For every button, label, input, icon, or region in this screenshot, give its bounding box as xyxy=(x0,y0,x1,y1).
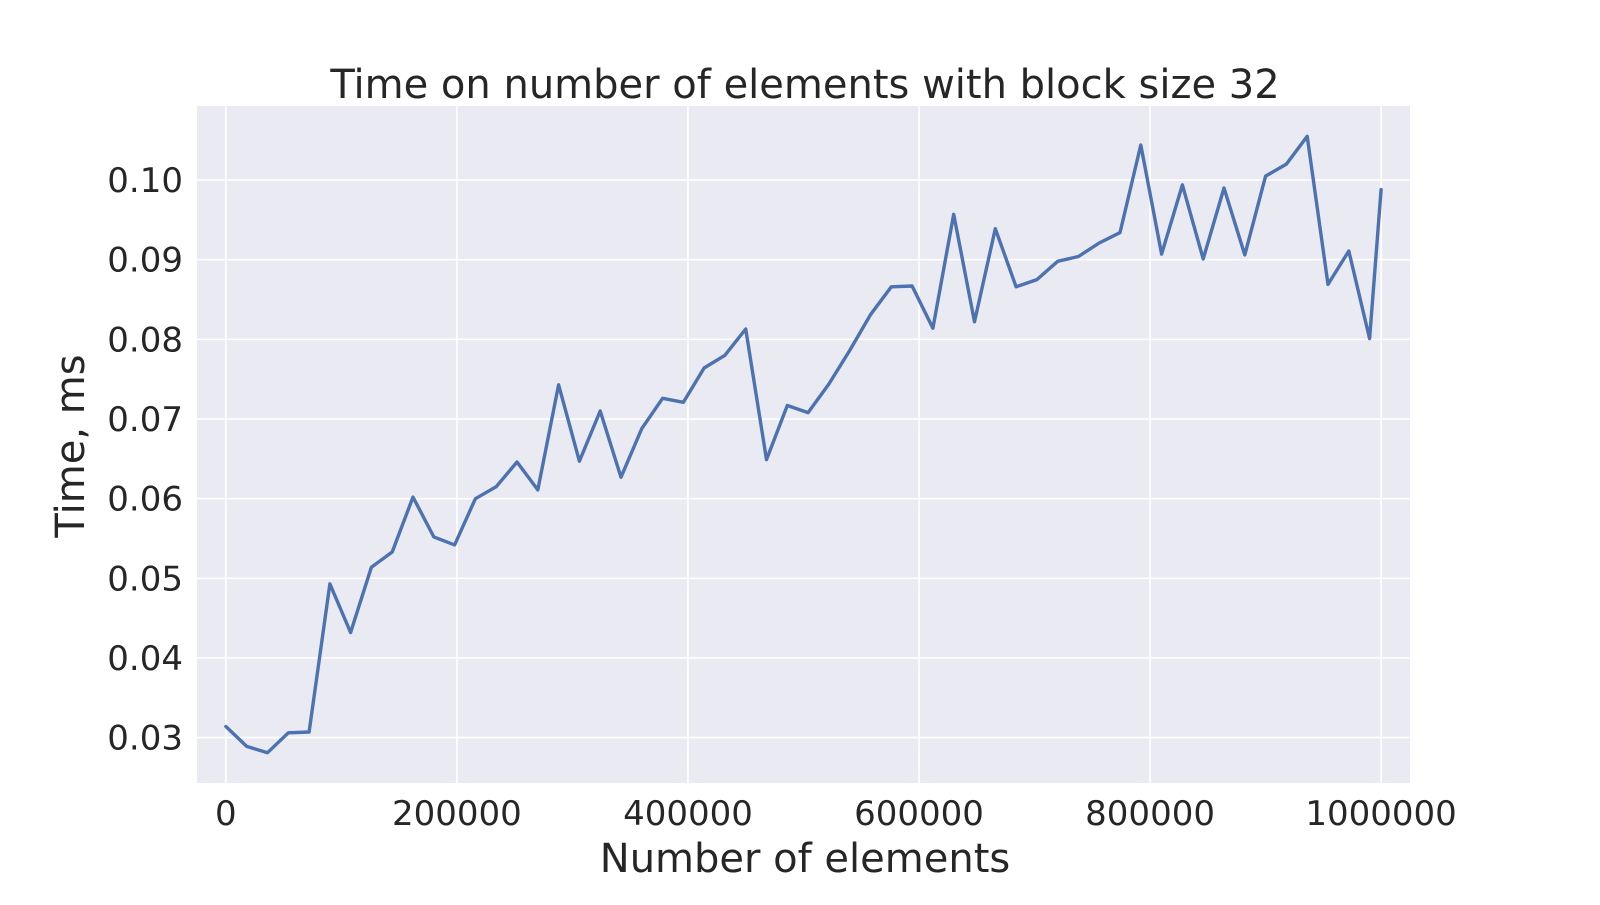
data-point xyxy=(370,565,373,569)
data-point xyxy=(1118,231,1122,234)
data-point xyxy=(1035,278,1039,281)
data-point xyxy=(1056,260,1059,263)
data-point xyxy=(952,213,955,216)
data-point xyxy=(827,382,831,386)
data-point xyxy=(349,631,352,634)
data-point xyxy=(266,751,269,754)
data-point xyxy=(765,458,768,461)
y-tick-label: 0.08 xyxy=(107,320,183,360)
data-point xyxy=(557,383,560,386)
data-point xyxy=(994,227,997,230)
x-axis-label: Number of elements xyxy=(600,836,1010,882)
data-point xyxy=(1264,174,1267,178)
data-point xyxy=(619,475,623,479)
data-point xyxy=(931,327,935,330)
x-tick-label: 400000 xyxy=(623,794,753,834)
data-point xyxy=(432,535,436,539)
data-point xyxy=(391,550,394,554)
chart-title: Time on number of elements with block si… xyxy=(329,62,1279,108)
data-point xyxy=(786,404,789,407)
data-point xyxy=(328,582,332,586)
data-point xyxy=(495,485,498,488)
data-point xyxy=(1368,337,1371,340)
data-point xyxy=(578,460,581,463)
data-point xyxy=(1014,285,1018,288)
data-point xyxy=(1160,252,1163,256)
y-tick-label: 0.03 xyxy=(107,719,183,759)
y-tick-label: 0.04 xyxy=(107,639,183,679)
data-point xyxy=(515,460,519,464)
data-point xyxy=(848,349,851,352)
plot-background xyxy=(197,106,1410,783)
data-point xyxy=(1305,135,1309,138)
data-point xyxy=(869,313,872,316)
data-point xyxy=(598,409,602,413)
y-tick-label: 0.06 xyxy=(107,480,183,520)
data-point xyxy=(224,725,228,728)
data-point xyxy=(1139,143,1143,147)
data-point xyxy=(910,284,914,288)
y-axis-label: Time, ms xyxy=(48,354,94,538)
data-point xyxy=(1326,283,1330,286)
x-tick-label: 0 xyxy=(215,794,237,834)
x-tick-label: 800000 xyxy=(1085,794,1215,834)
data-point xyxy=(1181,183,1184,187)
data-point xyxy=(536,488,539,492)
tick-layer: 0 200000 400000 600000 800000 1000000 0.03 0.04… xyxy=(107,161,1457,834)
x-tick-label: 200000 xyxy=(392,794,522,834)
data-point xyxy=(682,401,685,404)
data-point xyxy=(411,495,415,499)
y-tick-label: 0.07 xyxy=(107,400,183,440)
data-point xyxy=(453,543,456,547)
data-point xyxy=(1077,255,1080,258)
data-point xyxy=(723,354,727,357)
x-tick-label: 600000 xyxy=(854,794,984,834)
grid-layer xyxy=(197,106,1410,783)
data-point xyxy=(1243,253,1247,257)
data-point xyxy=(640,427,643,430)
data-point xyxy=(287,731,290,735)
y-tick-label: 0.05 xyxy=(107,559,183,599)
series-layer xyxy=(224,134,1383,755)
data-point xyxy=(890,285,893,288)
x-tick-label: 1000000 xyxy=(1305,794,1456,834)
y-tick-label: 0.09 xyxy=(107,241,183,281)
data-point xyxy=(1379,188,1383,191)
y-tick-label: 0.10 xyxy=(107,161,183,201)
data-point xyxy=(1098,241,1101,245)
data-point xyxy=(702,366,706,370)
data-point xyxy=(1347,249,1350,253)
data-point xyxy=(245,745,248,748)
data-point xyxy=(661,397,664,400)
data-point xyxy=(474,497,477,500)
data-point xyxy=(307,730,311,734)
data-point xyxy=(1285,162,1288,166)
data-point xyxy=(744,327,747,331)
data-point xyxy=(1222,186,1226,190)
data-point xyxy=(973,320,976,324)
data-point xyxy=(1202,257,1205,261)
data-point xyxy=(806,411,810,414)
